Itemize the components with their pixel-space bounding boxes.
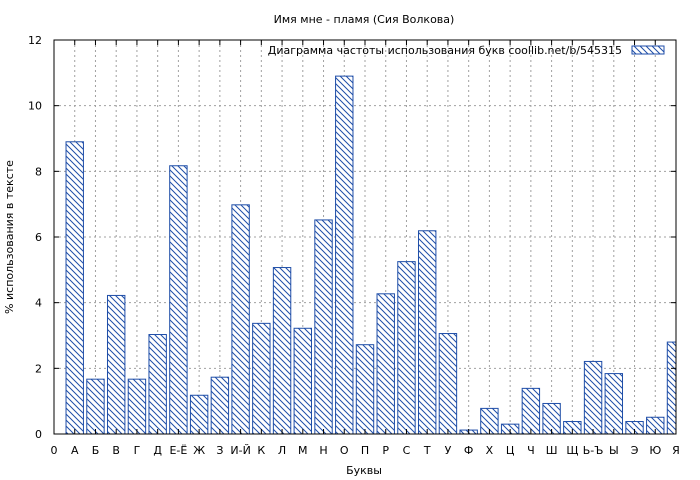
x-tick-label: Ч [527,444,535,457]
bar [127,378,147,435]
bar [169,165,188,435]
bar [417,230,437,435]
legend: Диаграмма частоты использования букв coo… [268,44,665,57]
bar [65,141,84,435]
y-axis-ticks: 0 2 4 6 8 10 12 [28,34,676,441]
x-tick-label: Я [672,444,680,457]
bar [376,293,395,435]
bar [106,294,126,435]
x-tick-label: Б [92,444,100,457]
x-axis-label: Буквы [346,464,382,477]
bar [604,373,624,435]
bar [521,387,541,435]
x-tick-label: А [71,444,79,457]
y-tick-label: 4 [35,297,42,310]
bar [355,344,375,435]
legend-swatch [631,45,665,55]
bar [189,394,209,435]
x-tick-label: Л [278,444,286,457]
chart-title: Имя мне - пламя (Сия Волкова) [274,13,455,26]
bar [148,334,167,435]
bar [231,204,250,435]
x-tick-label: Ф [464,444,473,457]
x-tick-label: В [112,444,120,457]
x-tick-label: С [403,444,411,457]
x-tick-label: Щ [566,444,578,457]
y-tick-label: 10 [28,100,42,113]
x-tick-label: Х [486,444,494,457]
bar [86,378,105,435]
legend-label: Диаграмма частоты использования букв coo… [268,44,622,57]
y-tick-label: 6 [35,231,42,244]
x-tick-label: Г [134,444,141,457]
x-tick-label: Ж [193,444,205,457]
bar [314,219,333,435]
bar [210,376,230,435]
x-tick-label: Е-Ё [169,444,187,457]
bar [583,360,603,435]
x-tick-label: О [340,444,349,457]
bar [397,261,416,435]
x-tick-label: Д [153,444,162,457]
bar [293,327,313,435]
x-tick-label: М [298,444,308,457]
x-tick-label: У [445,444,452,457]
y-tick-label: 0 [35,428,42,441]
x-tick-label: П [361,444,369,457]
x-tick-label: Ь-Ъ [583,444,604,457]
x-tick-label: Р [382,444,389,457]
x-tick-label: Э [631,444,639,457]
x-tick-label: Н [319,444,327,457]
y-axis-label: % использования в тексте [3,160,16,314]
x-tick-label: Ц [506,444,515,457]
x-tick-label: И-Й [230,444,250,457]
x-tick-label: К [257,444,265,457]
x-tick-label: З [216,444,223,457]
x-tick-label: Ы [609,444,619,457]
bar [252,322,271,435]
x-tick-label: 0 [51,444,58,457]
y-tick-label: 12 [28,34,42,47]
bar [438,333,458,435]
bar [666,341,677,435]
y-tick-label: 8 [35,165,42,178]
y-tick-label: 2 [35,362,42,375]
bar [335,75,354,435]
x-tick-label: Ю [649,444,661,457]
x-tick-label: Ш [546,444,558,457]
x-axis-ticks: 0 А Б В Г Д Е-Ё Ж З И-Й К Л М Н О П Р С Т У Ф Х Ц Ч Ш Щ Ь-Ъ Ы Э Ю Я [51,40,680,457]
bar [272,267,292,435]
x-tick-label: Т [423,444,431,457]
